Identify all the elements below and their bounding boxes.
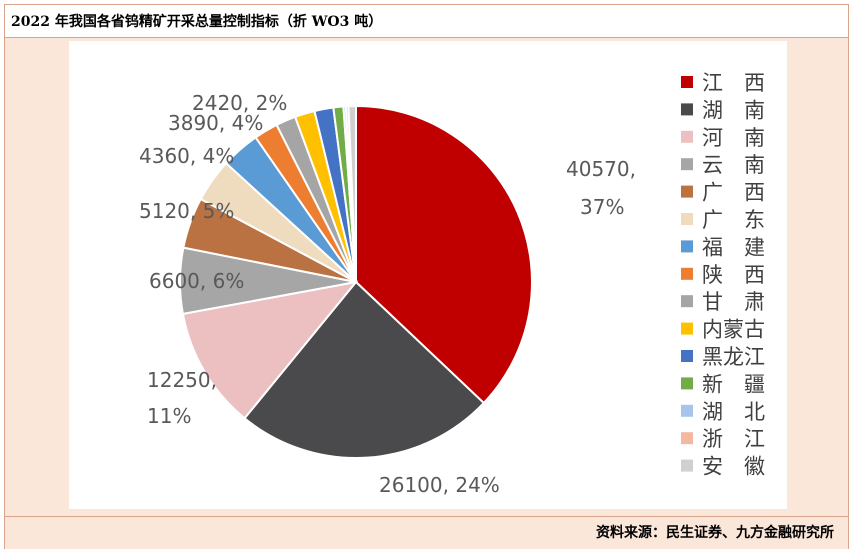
title-bar: 2022 年我国各省钨精矿开采总量控制指标（折 WO3 吨）	[5, 5, 848, 38]
legend-entry: 湖 南	[702, 98, 765, 122]
legend-swatch	[681, 432, 693, 445]
pie-slice	[347, 104, 357, 283]
legend-swatch	[681, 322, 693, 335]
legend-entry: 湖 北	[702, 400, 765, 424]
legend-entry: 云 南	[702, 153, 765, 177]
data-label: 2420, 2%	[192, 91, 287, 115]
legend-swatch	[681, 103, 693, 116]
pie-slice	[355, 104, 533, 405]
data-label: 4360, 4%	[139, 144, 234, 168]
legend-swatch	[681, 240, 693, 253]
data-label: 40570, 37%	[566, 157, 636, 219]
legend-entry: 福 建	[702, 235, 765, 259]
data-label: 12250, 11%	[147, 368, 217, 428]
chart-title: 2022 年我国各省钨精矿开采总量控制指标（折 WO3 吨）	[11, 14, 383, 30]
legend-entry: 广 西	[702, 181, 765, 205]
legend-entry: 江 西	[702, 71, 765, 95]
plot-area: 40570, 37% 26100, 24% 12250, 11% 6600, 6% 5120…	[69, 41, 787, 509]
legend-swatch	[681, 76, 693, 88]
legend-swatch	[681, 459, 693, 472]
legend-swatch	[681, 130, 693, 143]
legend-swatch	[681, 158, 693, 171]
legend-swatch	[681, 350, 693, 362]
pie-slice	[181, 280, 359, 420]
source-note: 资料来源：民生证券、九方金融研究所	[596, 525, 834, 541]
data-label: 3890, 4%	[168, 111, 263, 135]
legend-entry: 陕 西	[702, 263, 765, 287]
legend-entry: 新 疆	[702, 372, 765, 396]
data-label: 6600, 6%	[149, 269, 244, 293]
figure-frame: 2022 年我国各省钨精矿开采总量控制指标（折 WO3 吨） 40570, 37%…	[4, 4, 849, 549]
legend-entry: 黑龙江	[702, 345, 765, 369]
legend-entry: 浙 江	[702, 427, 765, 451]
legend-swatch	[681, 213, 693, 225]
legend-entry: 安 徽	[702, 455, 765, 479]
legend-swatch	[681, 295, 693, 308]
legend-swatch	[681, 267, 693, 280]
legend-entry: 广 东	[702, 208, 765, 232]
legend-swatch	[681, 377, 693, 390]
legend-entry: 内蒙古	[702, 318, 765, 342]
pie-slice	[243, 280, 486, 459]
data-label: 26100, 24%	[379, 473, 500, 497]
data-label: 5120, 5%	[139, 199, 234, 223]
pie-chart: 40570, 37% 26100, 24% 12250, 11% 6600, 6% 5120…	[139, 71, 765, 497]
legend-entry: 甘 肃	[702, 290, 765, 314]
legend-swatch	[681, 185, 693, 198]
legend-entry: 河 南	[702, 126, 765, 150]
footer-bar: 资料来源：民生证券、九方金融研究所	[5, 516, 848, 549]
legend-swatch	[681, 404, 693, 417]
